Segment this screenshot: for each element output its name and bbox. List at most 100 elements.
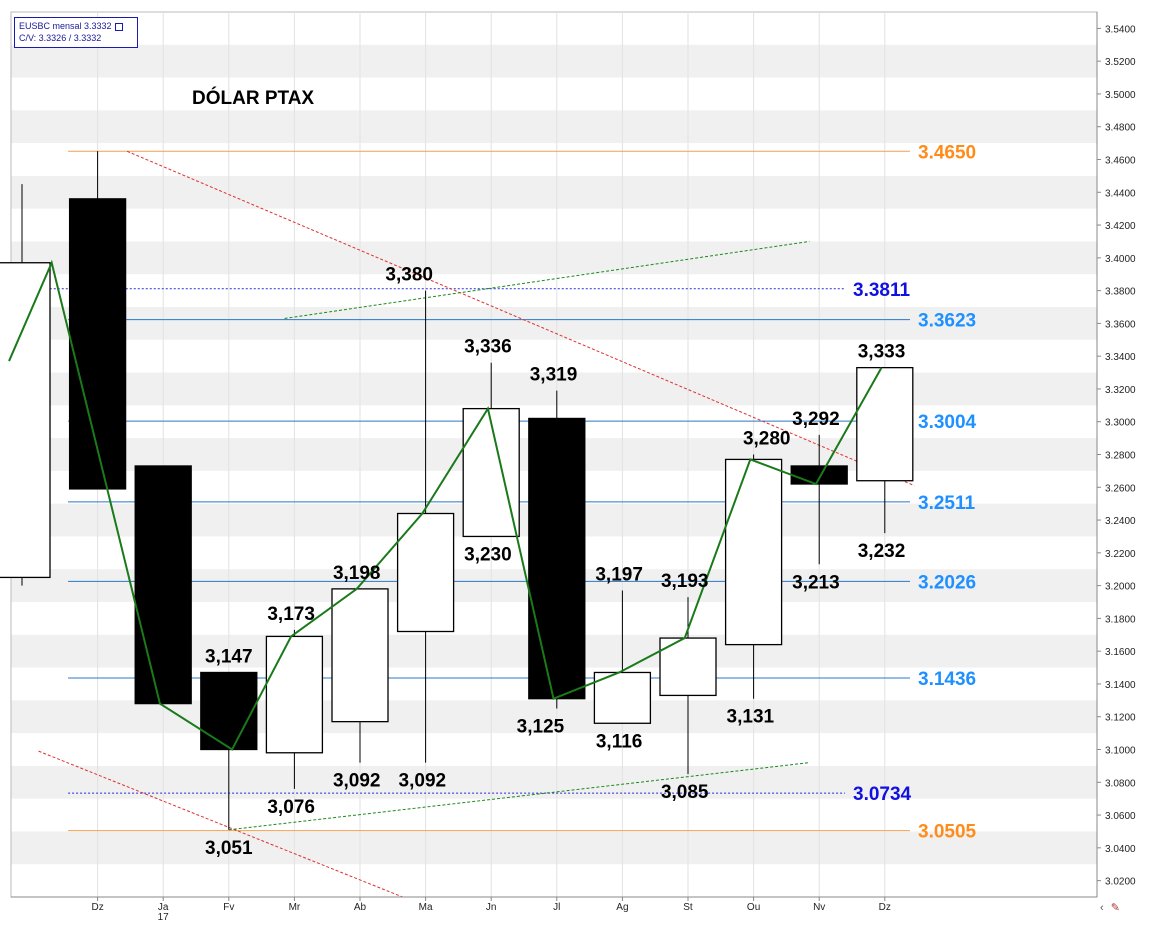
price-tick-label: 3.4200 bbox=[1105, 221, 1136, 232]
price-tick-label: 3.5200 bbox=[1105, 57, 1136, 68]
price-band bbox=[11, 110, 1097, 144]
candle-body bbox=[724, 458, 783, 646]
price-annotation: 3,336 bbox=[464, 337, 512, 358]
trendlines bbox=[38, 150, 915, 898]
candle-body bbox=[68, 198, 127, 490]
price-tick-label: 3.1800 bbox=[1105, 614, 1136, 625]
level-label: 3.4650 bbox=[918, 142, 976, 163]
price-tick-label: 3.5000 bbox=[1105, 90, 1136, 101]
level-label: 3.2511 bbox=[918, 493, 975, 514]
price-tick-label: 3.3200 bbox=[1105, 385, 1136, 396]
price-annotation: 3,085 bbox=[661, 782, 709, 803]
price-tick-label: 3.0400 bbox=[1105, 844, 1136, 855]
symbol-legend[interactable]: EUSBC mensal 3.3332 C/V: 3.3326 / 3.3332 bbox=[14, 17, 138, 48]
level-label: 3.2026 bbox=[918, 572, 976, 593]
candle-body bbox=[659, 637, 717, 697]
level-label: 3.0505 bbox=[918, 822, 977, 843]
candle-body bbox=[134, 465, 192, 705]
price-tick-label: 3.3400 bbox=[1105, 352, 1136, 363]
moving-average bbox=[8, 259, 883, 751]
price-tick-label: 3.5400 bbox=[1105, 24, 1136, 35]
price-annotation: 3,213 bbox=[792, 572, 840, 593]
price-annotation: 3,092 bbox=[333, 771, 381, 792]
chart-title: DÓLAR PTAX bbox=[192, 87, 314, 109]
level-label: 3.3623 bbox=[918, 311, 976, 332]
moving-average-line bbox=[8, 259, 883, 751]
price-annotation: 3,193 bbox=[661, 571, 709, 592]
candle-body bbox=[462, 407, 520, 538]
candle-body bbox=[790, 465, 848, 485]
price-axis: 3.0200 3.0400 3.0600 3.0800 3.1000 3.1200 3.14… bbox=[1096, 12, 1136, 897]
price-tick-label: 3.2200 bbox=[1105, 549, 1136, 560]
price-band bbox=[11, 831, 1097, 865]
price-annotation: 3,051 bbox=[205, 838, 253, 859]
candle-body bbox=[200, 671, 258, 751]
pen-icon[interactable]: ✎ bbox=[1110, 902, 1120, 914]
price-tick-label: 3.4400 bbox=[1105, 188, 1136, 199]
price-annotation: 3,292 bbox=[792, 409, 840, 430]
price-tick-label: 3.3600 bbox=[1105, 319, 1136, 330]
level-label: 3.0734 bbox=[853, 784, 912, 805]
price-annotation: 3,333 bbox=[858, 342, 906, 363]
price-tick-label: 3.3000 bbox=[1105, 418, 1136, 429]
time-tick-year: 17 bbox=[158, 912, 170, 923]
price-annotation: 3,131 bbox=[727, 707, 775, 728]
price-tick-label: 3.1600 bbox=[1105, 647, 1136, 658]
candle-body bbox=[856, 366, 914, 482]
price-tick-label: 3.2400 bbox=[1105, 516, 1136, 527]
red-downtrend-upper bbox=[126, 150, 915, 487]
candle-body bbox=[0, 262, 51, 579]
price-tick-label: 3.2000 bbox=[1105, 582, 1136, 593]
price-band bbox=[11, 765, 1097, 799]
time-tick-label: Ag bbox=[616, 902, 628, 913]
price-tick-label: 3.4800 bbox=[1105, 123, 1136, 134]
legend-bid-ask: C/V: 3.3326 / 3.3332 bbox=[19, 33, 102, 43]
price-annotation: 3,147 bbox=[205, 646, 253, 667]
price-annotation: 3,173 bbox=[267, 604, 315, 625]
price-band bbox=[11, 700, 1097, 734]
price-tick-label: 3.2600 bbox=[1105, 483, 1136, 494]
price-annotation: 3,380 bbox=[385, 265, 433, 286]
time-tick-label: Nv bbox=[813, 902, 825, 913]
price-tick-label: 3.2800 bbox=[1105, 451, 1136, 462]
candle-body bbox=[528, 417, 586, 700]
price-annotation: 3,280 bbox=[743, 429, 791, 450]
price-band bbox=[11, 175, 1097, 209]
time-tick-label: St bbox=[683, 902, 693, 913]
price-annotation: 3,197 bbox=[595, 565, 643, 586]
legend-symbol: EUSBC mensal 3.3332 bbox=[19, 21, 112, 31]
price-tick-label: 3.4000 bbox=[1105, 254, 1136, 265]
price-tick-label: 3.0800 bbox=[1105, 778, 1136, 789]
price-tick-label: 3.1200 bbox=[1105, 713, 1136, 724]
candle-body bbox=[265, 635, 324, 754]
price-band bbox=[11, 307, 1097, 340]
price-band bbox=[11, 44, 1097, 78]
price-band bbox=[11, 372, 1097, 406]
price-tick-label: 3.3800 bbox=[1105, 287, 1136, 298]
price-annotation: 3,232 bbox=[858, 541, 906, 562]
price-annotation: 3,076 bbox=[267, 797, 315, 818]
price-annotation: 3,125 bbox=[517, 717, 565, 738]
price-band bbox=[11, 241, 1097, 275]
price-tick-label: 3.4600 bbox=[1105, 156, 1136, 167]
price-annotation: 3,198 bbox=[333, 563, 381, 584]
scroll-controls: ‹ ✎ bbox=[1100, 901, 1120, 914]
time-tick-label: Ab bbox=[354, 902, 367, 913]
price-tick-label: 3.0600 bbox=[1105, 811, 1136, 822]
price-tick-label: 3.1400 bbox=[1105, 680, 1136, 691]
legend-toggle-icon[interactable] bbox=[114, 22, 123, 31]
month-gridlines bbox=[97, 12, 886, 897]
red-downtrend-lower bbox=[38, 750, 403, 898]
candle-body bbox=[331, 588, 389, 723]
time-tick-label: Jn bbox=[486, 902, 497, 913]
green-channel-upper bbox=[284, 240, 810, 319]
time-tick-label: Mr bbox=[289, 902, 301, 913]
level-label: 3.1436 bbox=[918, 669, 976, 690]
scroll-left-icon[interactable]: ‹ bbox=[1100, 902, 1104, 914]
candle-body bbox=[593, 671, 652, 724]
time-tick-label: Ma bbox=[419, 902, 433, 913]
time-tick-label: Dz bbox=[91, 902, 103, 913]
